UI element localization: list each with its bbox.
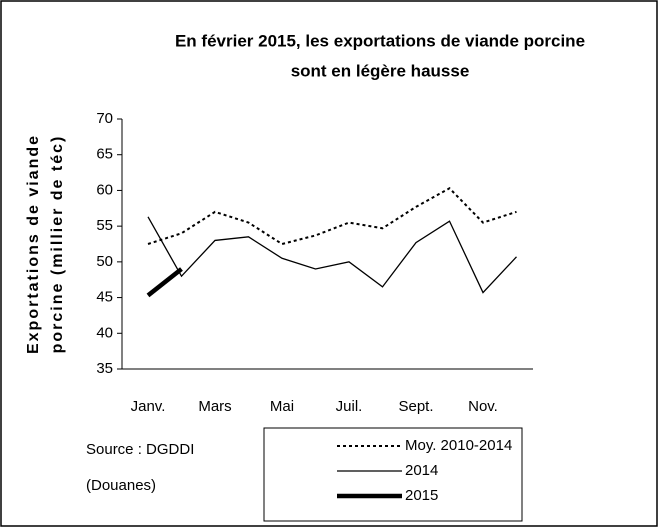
y-tick-label: 55 bbox=[96, 217, 113, 234]
x-tick-label: Sept. bbox=[398, 398, 433, 415]
y-tick-label: 60 bbox=[96, 181, 113, 198]
legend-label: 2014 bbox=[405, 462, 438, 479]
y-axis-label: Exportations de viande bbox=[25, 134, 42, 354]
x-tick-label: Mars bbox=[198, 398, 231, 415]
legend-label: 2015 bbox=[405, 487, 438, 504]
y-tick-label: 65 bbox=[96, 146, 113, 163]
source: Source : DGDDI bbox=[86, 441, 194, 458]
x-tick-label: Nov. bbox=[468, 398, 498, 415]
x-tick-label: Juil. bbox=[336, 398, 363, 415]
y-tick-label: 50 bbox=[96, 253, 113, 270]
y-tick-label: 70 bbox=[96, 110, 113, 127]
x-tick-label: Mai bbox=[270, 398, 294, 415]
series-line bbox=[147, 187, 517, 246]
y-axis-label: porcine (millier de téc) bbox=[49, 135, 66, 354]
x-tick-label: Janv. bbox=[131, 398, 166, 415]
legend-label: Moy. 2010-2014 bbox=[405, 437, 512, 454]
y-tick-label: 45 bbox=[96, 289, 113, 306]
source: (Douanes) bbox=[86, 477, 156, 494]
y-tick-label: 35 bbox=[96, 360, 113, 377]
series-line bbox=[146, 267, 183, 298]
y-tick-label: 40 bbox=[96, 324, 113, 341]
chart-title: En février 2015, les exportations de via… bbox=[175, 31, 585, 50]
chart-title: sont en légère hausse bbox=[291, 61, 470, 80]
series-line bbox=[147, 216, 517, 294]
legend-box bbox=[263, 427, 523, 522]
